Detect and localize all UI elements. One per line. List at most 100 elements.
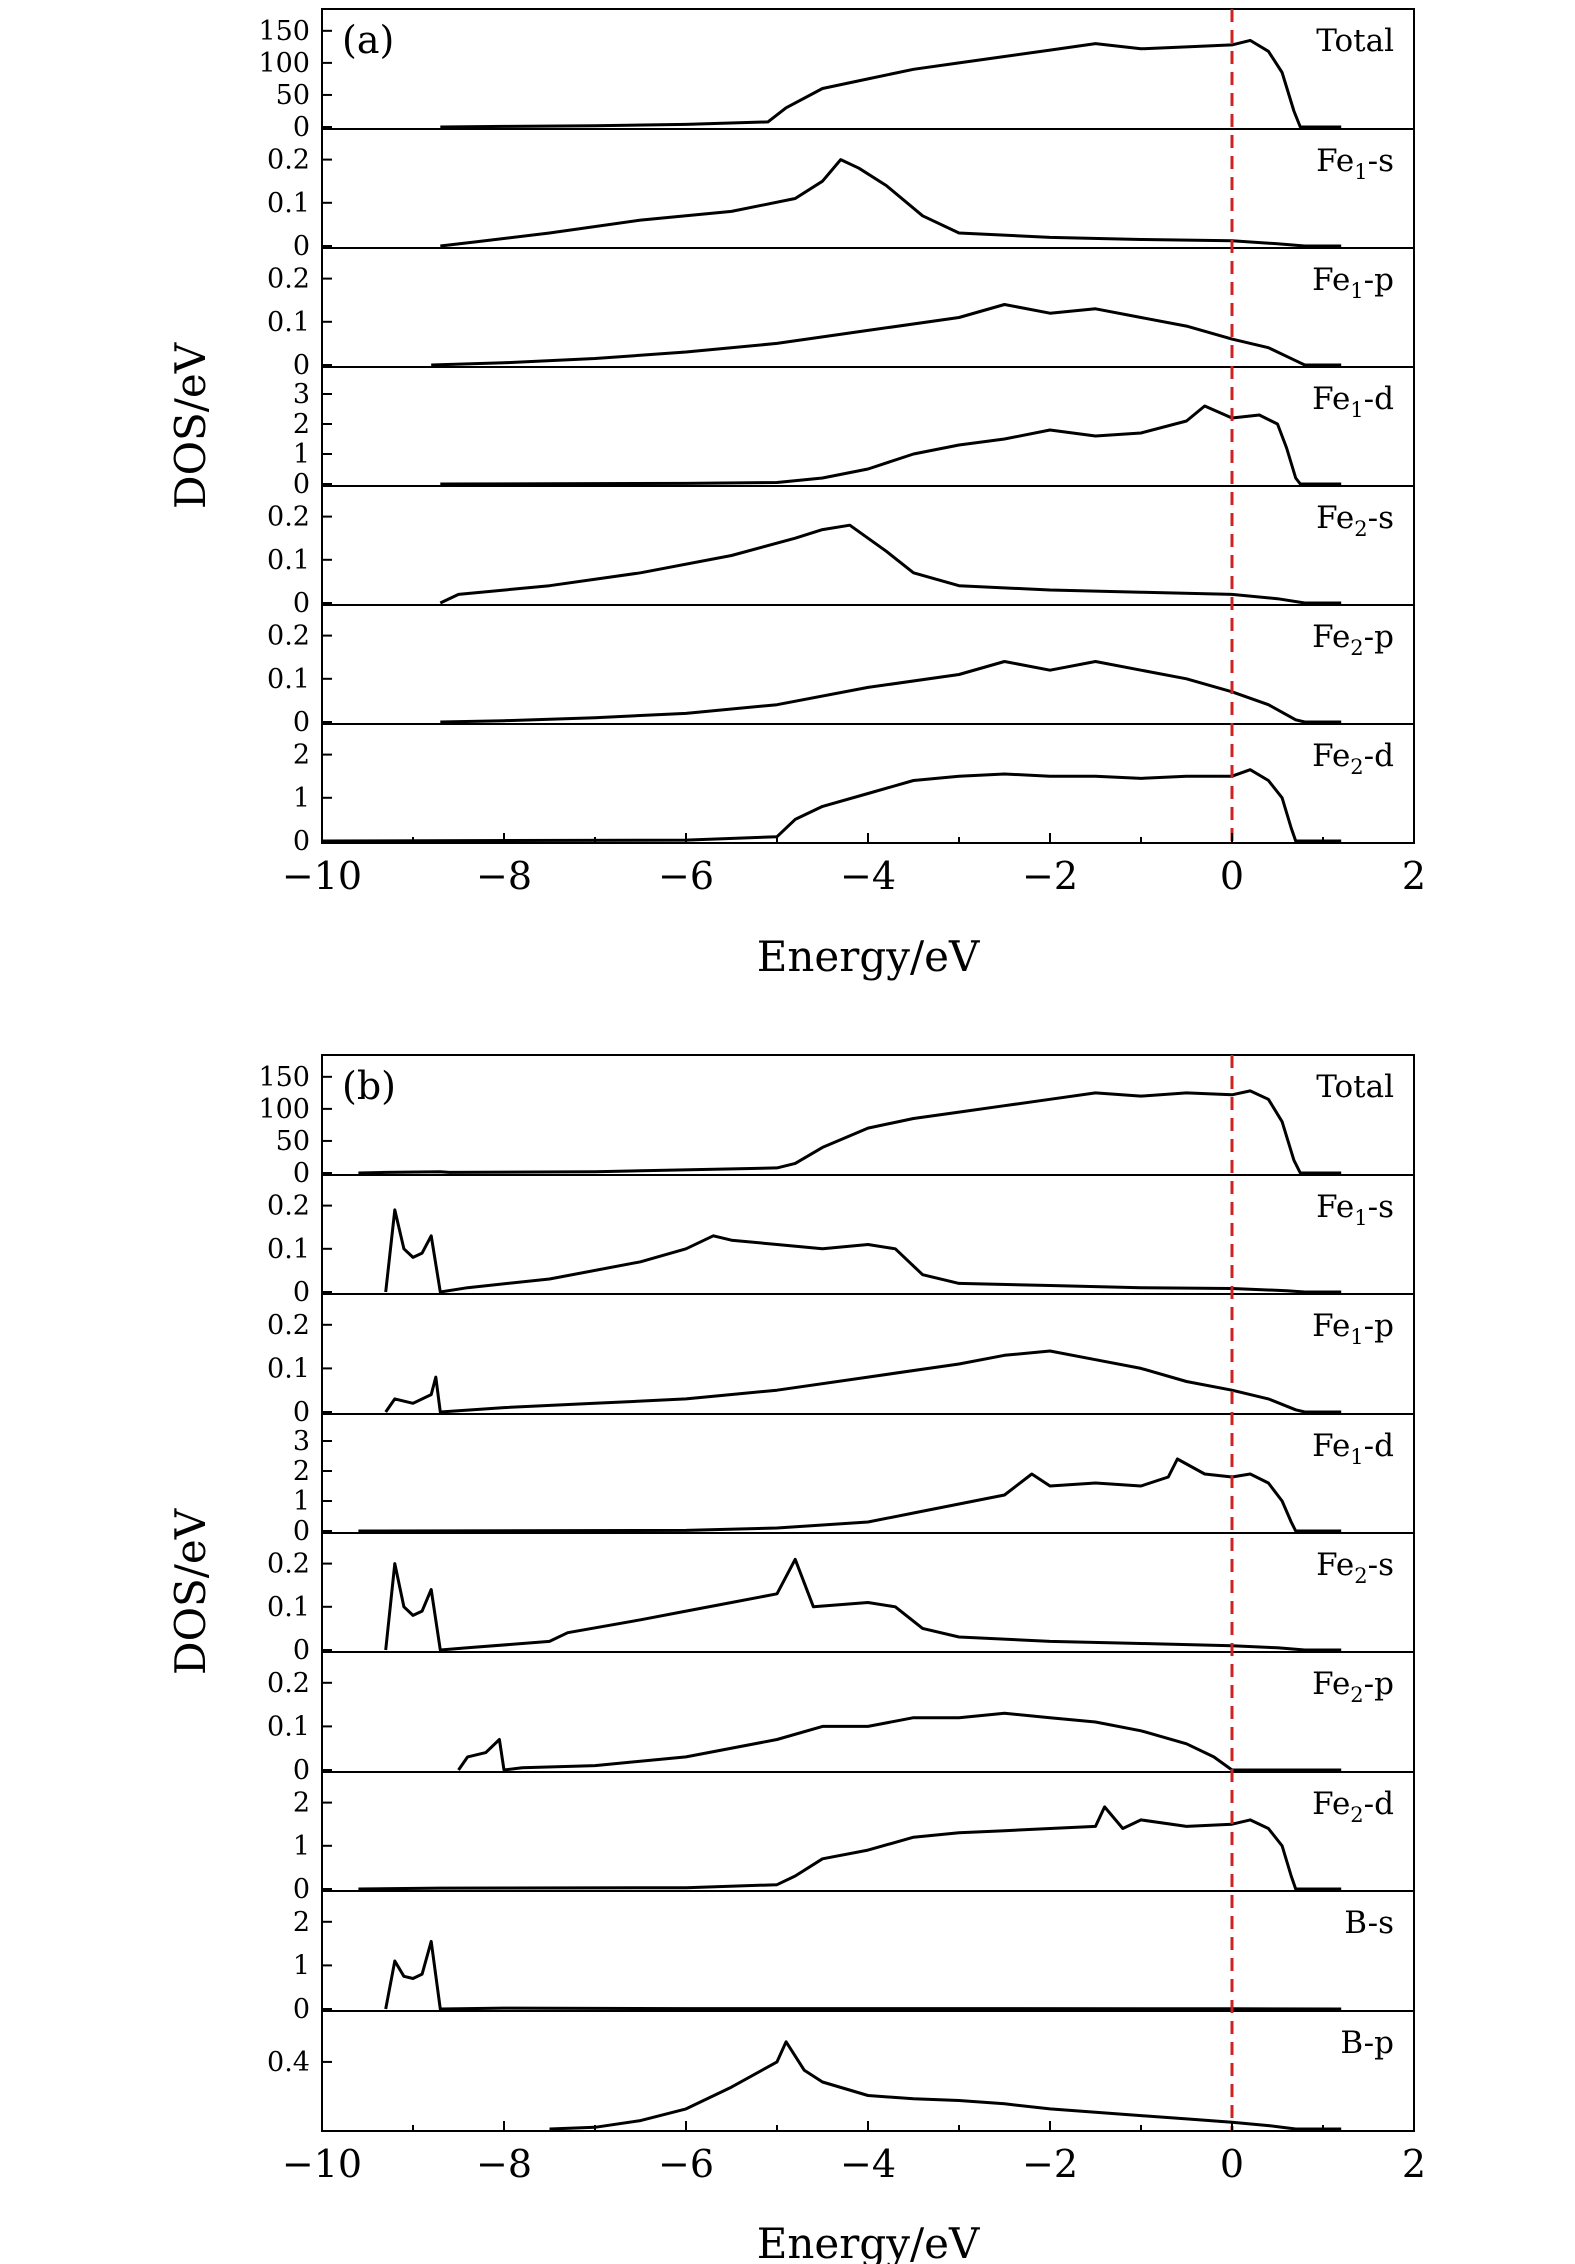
x-tick-label: −2 — [1022, 2142, 1078, 2186]
y-tick-label: 0.2 — [267, 145, 310, 176]
x-tick-label: 0 — [1220, 2142, 1244, 2186]
y-tick-label: 0.1 — [267, 1711, 310, 1742]
y-tick-label: 2 — [293, 740, 310, 771]
subplot-fe1-s: 0 0.1 0.2 Fe1-s — [267, 1174, 1414, 1308]
y-tick-label: 3 — [293, 379, 310, 410]
y-tick-label: 50 — [276, 80, 310, 111]
x-tick-label: −2 — [1022, 854, 1078, 898]
dos-curve-b-s — [384, 1939, 1342, 2011]
y-tick-label: 1 — [293, 783, 310, 814]
subplot-label: Fe1-p — [1312, 1308, 1394, 1349]
x-tick-label: −4 — [840, 854, 896, 898]
y-tick-label: 0 — [293, 112, 310, 143]
y-tick-label: 2 — [293, 409, 310, 440]
y-tick-label: 0 — [293, 1755, 310, 1786]
y-tick-label: 0 — [293, 707, 310, 738]
subplot-label: Fe2-d — [1312, 738, 1394, 779]
y-tick-label: 0 — [293, 350, 310, 381]
y-tick-label: 2 — [293, 1907, 310, 1938]
y-tick-label: 0.2 — [267, 1549, 310, 1580]
y-tick-label: 0.2 — [267, 1668, 310, 1699]
y-tick-label: 0.1 — [267, 545, 310, 576]
dos-curve-fe2-p — [457, 1711, 1342, 1772]
subplot-label: B-p — [1340, 2025, 1394, 2061]
x-tick-label: 0 — [1220, 854, 1244, 898]
subplot-label: Fe2-s — [1316, 1547, 1394, 1588]
y-tick-label: 0 — [293, 1994, 310, 2025]
y-tick-label: 0 — [293, 1874, 310, 1905]
panel-tag: (a) — [342, 18, 394, 62]
x-axis-label: Energy/eV — [757, 932, 980, 981]
y-tick-label: 0 — [293, 1158, 310, 1189]
y-tick-label: 0.2 — [267, 1310, 310, 1341]
subplot-label: Total — [1316, 1069, 1394, 1105]
subplot-fe2-s: 0 0.1 0.2 Fe2-s — [267, 1532, 1414, 1666]
subplot-label: B-s — [1344, 1905, 1394, 1941]
y-tick-label: 0.1 — [267, 1592, 310, 1623]
y-tick-label: 50 — [276, 1126, 310, 1157]
y-tick-label: 0 — [293, 1516, 310, 1547]
subplot-label: Fe2-p — [1312, 1666, 1394, 1707]
dos-curve-fe1-p — [384, 1349, 1342, 1414]
subplot-fe2-p: 0 0.1 0.2 Fe2-p — [267, 1651, 1414, 1786]
dos-curve-fe1-d — [440, 404, 1342, 486]
y-tick-label: 0.2 — [267, 264, 310, 295]
y-tick-label: 2 — [293, 1788, 310, 1819]
dos-curve-fe1-s — [384, 1208, 1342, 1294]
dos-curve-total — [358, 1089, 1342, 1175]
y-tick-label: 0.1 — [267, 664, 310, 695]
subplot-fe1-p: 0 0.1 0.2 Fe1-p — [267, 1293, 1414, 1428]
subplot-label: Fe1-s — [1316, 143, 1394, 184]
subplot-fe2-d: 0 1 2 Fe2-d — [293, 723, 1414, 857]
subplot-fe2-d: 0 1 2 Fe2-d — [293, 1771, 1414, 1905]
y-tick-label: 0.2 — [267, 502, 310, 533]
x-axis-label: Energy/eV — [757, 2219, 980, 2264]
y-tick-label: 2 — [293, 1456, 310, 1487]
x-tick-label: −8 — [476, 2142, 532, 2186]
subplot-label: Fe2-d — [1312, 1786, 1394, 1827]
dos-curve-fe2-p — [440, 660, 1342, 724]
dos-curve-fe2-s — [439, 523, 1342, 605]
y-tick-label: 0.1 — [267, 188, 310, 219]
x-tick-label: −6 — [658, 2142, 714, 2186]
dos-curve-fe2-d — [321, 768, 1342, 843]
y-tick-label: 150 — [258, 16, 310, 47]
subplot-fe1-s: 0 0.1 0.2 Fe1-s — [267, 128, 1414, 262]
subplot-label: Fe1-d — [1312, 381, 1394, 422]
y-tick-label: 150 — [258, 1062, 310, 1093]
y-tick-label: 0.1 — [267, 1234, 310, 1265]
y-axis-label: DOS/eV — [166, 342, 215, 509]
y-tick-label: 0.2 — [267, 1191, 310, 1222]
y-tick-label: 0 — [293, 469, 310, 500]
y-tick-label: 1 — [293, 439, 310, 470]
x-tick-label: −4 — [840, 2142, 896, 2186]
x-tick-label: −10 — [282, 2142, 362, 2186]
subplot-label: Fe1-s — [1316, 1189, 1394, 1230]
x-tick-label: 2 — [1402, 2142, 1426, 2186]
x-tick-label: 2 — [1402, 854, 1426, 898]
plot-frame — [321, 1054, 1415, 2132]
panel-tag: (b) — [342, 1064, 396, 1108]
subplot-b-s: 0 1 2 B-s — [293, 1890, 1414, 2025]
y-tick-label: 0 — [293, 1397, 310, 1428]
x-tick-label: −10 — [282, 854, 362, 898]
y-tick-label: 100 — [258, 48, 310, 79]
subplot-label: Total — [1316, 23, 1394, 59]
subplot-label: Fe2-p — [1312, 619, 1394, 660]
y-axis-label: DOS/eV — [166, 1508, 215, 1675]
dos-curve-fe1-s — [440, 158, 1342, 248]
dos-curve-fe1-p — [431, 303, 1342, 367]
y-tick-label: 3 — [293, 1426, 310, 1457]
y-tick-label: 1 — [293, 1950, 310, 1981]
y-tick-label: 1 — [293, 1486, 310, 1517]
y-tick-label: 0.1 — [267, 1353, 310, 1384]
subplot-label: Fe1-p — [1312, 262, 1394, 303]
subplot-b-p: 0.4 B-p — [267, 2010, 1414, 2131]
x-tick-label: −8 — [476, 854, 532, 898]
dos-curve-fe2-s — [384, 1557, 1342, 1652]
